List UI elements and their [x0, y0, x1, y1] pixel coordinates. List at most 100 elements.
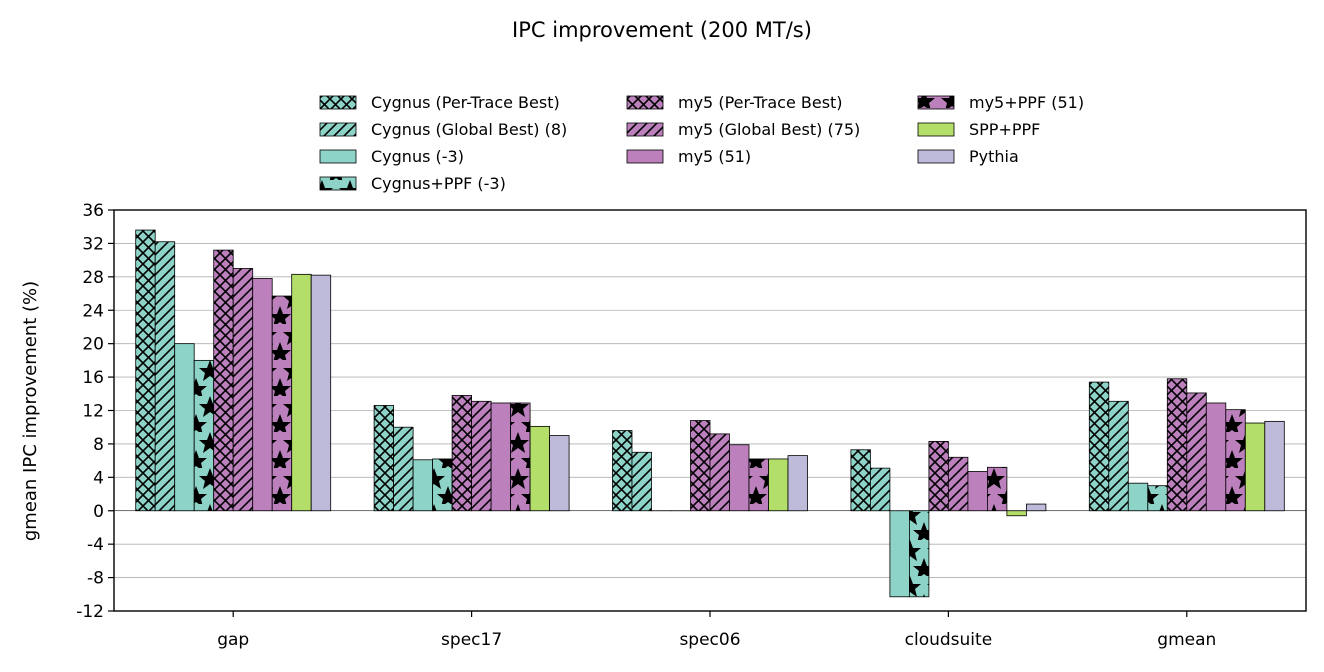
bar-my5-ppf-51-spec06: [749, 459, 769, 511]
legend-label: Cygnus (Global Best) (8): [371, 120, 567, 139]
y-axis-label: gmean IPC improvement (%): [20, 281, 41, 541]
y-tick-label: 24: [82, 301, 104, 321]
legend-label: my5 (51): [678, 147, 751, 166]
bar-my5-per-trace-best-cloudsuite: [929, 441, 949, 510]
bar-fill: [175, 344, 195, 511]
x-tick-label-gap: gap: [217, 630, 249, 650]
y-tick-label: 8: [93, 435, 104, 455]
bar-my5-51-spec06: [730, 445, 750, 511]
bar-my5-ppf-51-gmean: [1226, 410, 1246, 511]
legend-swatch: [627, 150, 663, 163]
legend-entry-cygnus-ppf-3: Cygnus+PPF (-3): [320, 174, 506, 193]
bar-cygnus-ppf-3-cloudsuite: [909, 511, 929, 597]
bars: [136, 230, 1285, 597]
bar-pattern: [433, 459, 453, 511]
bar-spp-ppf-gmean: [1245, 423, 1265, 511]
x-tick-label-spec06: spec06: [679, 630, 740, 650]
bar-pattern: [214, 250, 234, 511]
legend: Cygnus (Per-Trace Best) Cygnus (Global Be…: [320, 93, 1084, 193]
bar-fill: [530, 426, 550, 510]
bar-my5-ppf-51-cloudsuite: [987, 467, 1007, 510]
bar-pattern: [194, 360, 214, 510]
bar-pattern: [909, 511, 929, 597]
bar-pattern: [948, 457, 968, 510]
x-tick-label-spec17: spec17: [441, 630, 502, 650]
bar-pattern: [1187, 393, 1207, 511]
bar-my5-per-trace-best-gap: [214, 250, 234, 511]
bar-pattern: [394, 427, 414, 511]
bar-fill: [253, 279, 273, 511]
y-tick-label: 12: [82, 402, 104, 422]
legend-entry-spp-ppf: SPP+PPF: [918, 120, 1040, 139]
legend-entry-my5-51: my5 (51): [627, 147, 751, 166]
bar-my5-global-best-75-cloudsuite: [948, 457, 968, 510]
bar-cygnus-3-spec17: [413, 460, 433, 511]
legend-entry-my5-per-trace-best: my5 (Per-Trace Best): [627, 93, 843, 112]
bar-pythia-spec17: [550, 436, 570, 511]
bar-my5-ppf-51-spec17: [511, 403, 530, 511]
legend-entry-cygnus-3: Cygnus (-3): [320, 147, 464, 166]
bar-my5-51-spec17: [491, 403, 511, 511]
bar-fill: [968, 471, 988, 510]
bar-fill: [550, 436, 570, 511]
bar-cygnus-ppf-3-spec17: [433, 459, 453, 511]
bar-my5-global-best-75-spec06: [710, 434, 730, 511]
bar-cygnus-global-best-8-spec06: [632, 452, 652, 510]
legend-swatch-pattern: [918, 96, 954, 109]
bar-pythia-spec06: [788, 456, 808, 511]
legend-label: SPP+PPF: [969, 120, 1040, 139]
y-tick-label: -4: [87, 535, 104, 555]
legend-swatch-pattern: [320, 123, 356, 136]
legend-entry-cygnus-global-best-8: Cygnus (Global Best) (8): [320, 120, 567, 139]
y-tick-label: 16: [82, 368, 104, 388]
bar-pattern: [710, 434, 730, 511]
bar-pattern: [870, 468, 890, 511]
bar-fill: [491, 403, 511, 511]
legend-label: Pythia: [969, 147, 1019, 166]
y-tick-label: 0: [93, 502, 104, 522]
legend-label: Cygnus (Per-Trace Best): [371, 93, 560, 112]
legend-label: Cygnus (-3): [371, 147, 464, 166]
bar-cygnus-per-trace-best-spec17: [374, 405, 394, 510]
bar-my5-51-gap: [253, 279, 273, 511]
bar-fill: [413, 460, 433, 511]
y-tick-label: 28: [82, 268, 104, 288]
bar-fill: [1026, 504, 1046, 511]
bar-fill: [890, 511, 910, 597]
legend-swatch-pattern: [627, 123, 663, 136]
legend-label: my5 (Per-Trace Best): [678, 93, 843, 112]
legend-entry-my5-global-best-75: my5 (Global Best) (75): [627, 120, 860, 139]
bar-my5-ppf-51-gap: [272, 296, 292, 511]
bar-cygnus-global-best-8-cloudsuite: [870, 468, 890, 511]
bar-cygnus-ppf-3-gap: [194, 360, 214, 510]
bar-cygnus-per-trace-best-cloudsuite: [851, 450, 871, 511]
bar-pattern: [851, 450, 871, 511]
y-tick-label: 36: [82, 201, 104, 221]
x-tick-label-gmean: gmean: [1157, 630, 1216, 650]
bar-fill: [311, 275, 331, 511]
bar-pattern: [632, 452, 652, 510]
bar-fill: [769, 459, 789, 511]
chart-title: IPC improvement (200 MT/s): [512, 18, 812, 42]
bar-my5-per-trace-best-spec17: [452, 395, 472, 510]
legend-swatch-pattern: [320, 177, 356, 190]
bar-cygnus-global-best-8-gap: [155, 242, 175, 511]
y-tick-label: 4: [93, 468, 104, 488]
legend-swatch-pattern: [627, 96, 663, 109]
bar-pattern: [511, 403, 530, 511]
bar-cygnus-3-gmean: [1128, 483, 1148, 511]
bar-cygnus-3-cloudsuite: [890, 511, 910, 597]
legend-swatch-pattern: [320, 96, 356, 109]
bar-pattern: [374, 405, 394, 510]
bar-pattern: [691, 421, 711, 511]
bar-cygnus-3-gap: [175, 344, 195, 511]
bar-pattern: [233, 268, 253, 510]
bar-my5-global-best-75-spec17: [472, 401, 492, 510]
bar-fill: [292, 274, 312, 510]
y-tick-label: -12: [76, 602, 104, 622]
bar-pattern: [1226, 410, 1246, 511]
bar-fill: [1007, 511, 1027, 516]
bar-pattern: [1109, 401, 1129, 510]
bar-cygnus-per-trace-best-spec06: [613, 431, 633, 511]
legend-entry-cygnus-per-trace-best: Cygnus (Per-Trace Best): [320, 93, 560, 112]
